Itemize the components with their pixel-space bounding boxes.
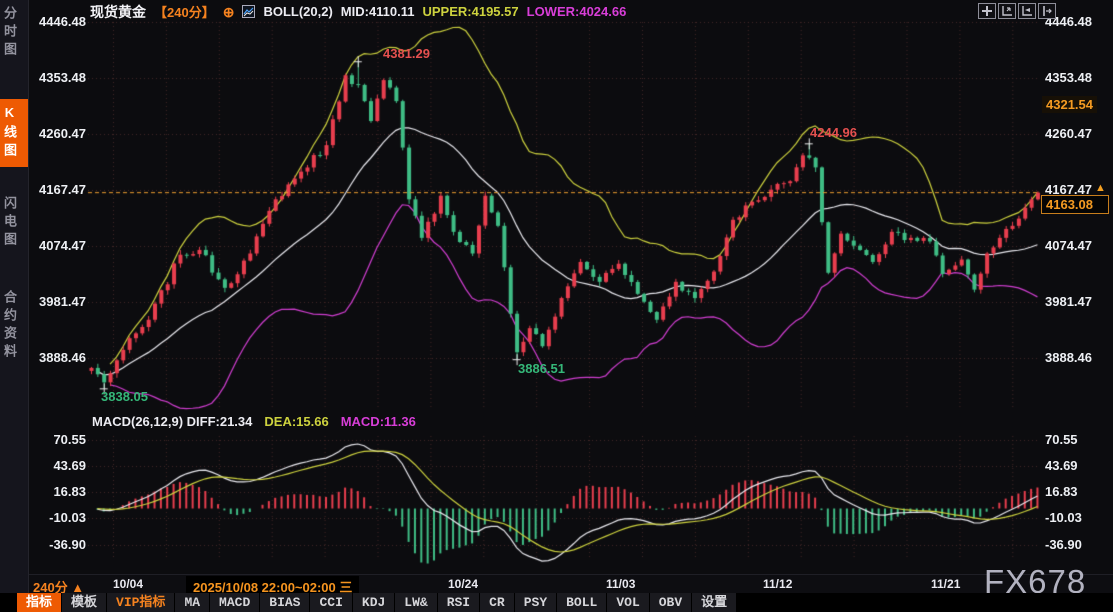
price-tick-right-0: 4446.48 — [1045, 14, 1092, 29]
toolbar-btn-rsi[interactable]: RSI — [437, 593, 481, 612]
toolbar-btn-bias[interactable]: BIAS — [260, 593, 311, 612]
chart-header: 现货黄金 【240分】 ⊕ BOLL(20,2) MID:4110.11 UPP… — [90, 3, 627, 21]
toolbar-btn-lw[interactable]: LW& — [395, 593, 438, 612]
macd-value: MACD:11.36 — [340, 414, 416, 429]
macd-diff-value: MACD(26,12,9) DIFF:21.34 — [92, 414, 253, 429]
macd-tick-left-0: 70.55 — [53, 432, 86, 447]
crosshair-target-icon[interactable]: ⊕ — [222, 3, 235, 20]
left-sidebar: 分时图 K线图 闪电图 合约资料 — [0, 0, 29, 612]
sidebar-item-time-chart[interactable]: 分时图 — [2, 6, 17, 60]
price-tick-left-2: 4260.47 — [39, 126, 86, 141]
swing-high-label-1: 4381.29 — [383, 46, 430, 61]
scale-axis-up-icon[interactable] — [998, 3, 1016, 19]
sidebar-item-lightning-chart[interactable]: 闪电图 — [2, 196, 17, 250]
macd-tick-left-1: 43.69 — [53, 458, 86, 473]
toolbar-btn-kdj[interactable]: KDJ — [352, 593, 396, 612]
session-highlight: 2025/10/08 22:00~02:00 三 — [186, 576, 360, 597]
toolbar-btn-vip-indicator[interactable]: VIP指标 — [107, 593, 176, 612]
swing-low-label-1: 3838.05 — [101, 389, 148, 404]
price-tick-right-4: 4074.47 — [1045, 238, 1092, 253]
price-tick-right-2: 4260.47 — [1045, 126, 1092, 141]
toolbar-btn-indicator[interactable]: 指标 — [17, 593, 63, 612]
toolbar-gap — [0, 593, 17, 612]
date-tick-4: 11/21 — [931, 577, 961, 591]
price-tick-right-6: 3888.46 — [1045, 350, 1092, 365]
indicator-toolbar: 指标 模板 VIP指标 MA MACD BIAS CCI KDJ LW& RSI… — [0, 593, 1113, 612]
price-tick-left-1: 4353.48 — [39, 70, 86, 85]
macd-tick-right-2: 16.83 — [1045, 484, 1078, 499]
price-tick-right-5: 3981.47 — [1045, 294, 1092, 309]
toolbar-btn-boll[interactable]: BOLL — [557, 593, 608, 612]
symbol-name: 现货黄金 — [90, 3, 146, 20]
move-crosshair-icon[interactable] — [978, 3, 996, 19]
period-label: 【240分】 — [154, 5, 215, 20]
swing-high-label-2: 4244.96 — [810, 125, 857, 140]
boll-mid-value: MID:4110.11 — [340, 4, 415, 19]
macd-tick-left-4: -36.90 — [49, 537, 86, 552]
price-tick-right-3: 4167.47 — [1045, 182, 1092, 197]
current-period-label[interactable]: 240分 ▲ — [33, 580, 85, 595]
price-tick-left-3: 4167.47 — [39, 182, 86, 197]
toolbar-btn-template[interactable]: 模板 — [62, 593, 108, 612]
date-tick-3: 11/12 — [763, 577, 793, 591]
indicator-name: BOLL(20,2) — [263, 4, 333, 19]
boll-lower-value: LOWER:4024.66 — [526, 4, 627, 19]
price-tick-right-1: 4353.48 — [1045, 70, 1092, 85]
macd-tick-right-3: -10.03 — [1045, 510, 1082, 525]
indicator-thumbnail-icon[interactable] — [242, 5, 256, 18]
price-tick-left-5: 3981.47 — [39, 294, 86, 309]
date-tick-0: 10/04 — [113, 577, 144, 591]
shift-right-icon[interactable] — [1038, 3, 1056, 19]
macd-tick-left-3: -10.03 — [49, 510, 86, 525]
chart-tool-icons — [978, 3, 1056, 19]
toolbar-btn-settings[interactable]: 设置 — [692, 593, 738, 612]
date-tick-2: 11/03 — [606, 577, 636, 591]
price-up-arrow-icon: ▲ — [1095, 182, 1106, 194]
toolbar-btn-cci[interactable]: CCI — [310, 593, 353, 612]
macd-tick-right-4: -36.90 — [1045, 537, 1082, 552]
toolbar-btn-vol[interactable]: VOL — [607, 593, 650, 612]
macd-tick-right-0: 70.55 — [1045, 432, 1078, 447]
alert-price-tag: 4321.54 — [1042, 96, 1097, 113]
toolbar-btn-macd[interactable]: MACD — [210, 593, 261, 612]
sidebar-item-contract-info[interactable]: 合约资料 — [2, 290, 17, 362]
time-axis: 240分 ▲ 2025/10/08 22:00~02:00 三 10/04 10… — [29, 574, 1113, 597]
sidebar-item-kline-chart[interactable]: K线图 — [0, 99, 28, 167]
toolbar-btn-obv[interactable]: OBV — [649, 593, 693, 612]
price-tick-left-0: 4446.48 — [39, 14, 86, 29]
date-tick-1: 10/24 — [448, 577, 479, 591]
macd-header: MACD(26,12,9) DIFF:21.34 DEA:15.66 MACD:… — [92, 414, 416, 429]
toolbar-btn-ma[interactable]: MA — [175, 593, 211, 612]
boll-upper-value: UPPER:4195.57 — [422, 4, 519, 19]
macd-tick-right-1: 43.69 — [1045, 458, 1078, 473]
macd-tick-left-2: 16.83 — [53, 484, 86, 499]
scale-axis-right-icon[interactable] — [1018, 3, 1036, 19]
toolbar-btn-psy[interactable]: PSY — [514, 593, 558, 612]
macd-dea-value: DEA:15.66 — [264, 414, 329, 429]
swing-low-label-2: 3886.51 — [518, 361, 565, 376]
toolbar-btn-cr[interactable]: CR — [480, 593, 515, 612]
price-tick-left-6: 3888.46 — [39, 350, 86, 365]
price-tick-left-4: 4074.47 — [39, 238, 86, 253]
last-price-tag: 4163.08 — [1041, 195, 1109, 214]
